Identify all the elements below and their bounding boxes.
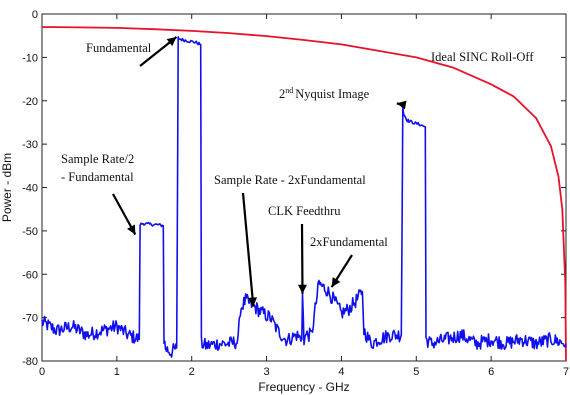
annotation-ideal-sinc: Ideal SINC Roll-Off bbox=[431, 50, 534, 64]
chart-axes: 0 1 2 3 4 5 6 7 0 -10 -20 -30 -40 -50 -60 -70 -80 Frequen… bbox=[0, 9, 569, 394]
y-tick-label: -40 bbox=[22, 183, 38, 195]
annotation-arrow-line bbox=[300, 223, 304, 294]
x-tick-label: 7 bbox=[563, 366, 569, 378]
y-tick-label: -70 bbox=[22, 313, 38, 325]
annotation-arrow-head bbox=[248, 297, 258, 307]
annotation-clk-feedthru: CLK Feedthru bbox=[268, 204, 341, 218]
chart-annotations: Fundamental Ideal SINC Roll-Off 2nd Nyqui… bbox=[61, 41, 534, 249]
annotation-nyquist-prefix: 2 bbox=[279, 87, 285, 101]
x-tick-label: 0 bbox=[39, 366, 45, 378]
annotation-sample-rate-2x: Sample Rate - 2xFundamental bbox=[214, 173, 366, 187]
x-tick-label: 6 bbox=[488, 366, 494, 378]
annotation-arrow-head bbox=[331, 277, 341, 288]
y-tick-label: -10 bbox=[22, 52, 38, 64]
annotation-nyquist-text: Nyquist Image bbox=[295, 87, 369, 101]
y-axis-label: Power - dBm bbox=[0, 153, 14, 222]
x-tick-label: 4 bbox=[338, 366, 344, 378]
sinc-rolloff-line bbox=[41, 26, 567, 362]
x-tick-label: 3 bbox=[264, 366, 270, 378]
annotation-nyquist-image: 2nd Nyquist Image bbox=[279, 86, 370, 101]
x-tick-label: 2 bbox=[189, 366, 195, 378]
y-tick-label: -20 bbox=[22, 96, 38, 108]
chart-series bbox=[41, 26, 567, 362]
y-tick-label: -60 bbox=[22, 269, 38, 281]
annotation-sample-rate-half: Sample Rate/2 bbox=[61, 152, 134, 166]
y-tick-label: -30 bbox=[22, 139, 38, 151]
annotation-2x-fundamental: 2xFundamental bbox=[310, 235, 388, 249]
annotation-fundamental: Fundamental bbox=[86, 41, 152, 55]
x-tick-label: 1 bbox=[114, 366, 120, 378]
annotation-arrow-head bbox=[166, 37, 177, 47]
plot-frame bbox=[41, 13, 567, 362]
y-tick-label: -80 bbox=[22, 356, 38, 368]
x-tick-label: 5 bbox=[413, 366, 419, 378]
y-tick-label: 0 bbox=[32, 9, 38, 21]
annotation-arrows bbox=[112, 36, 407, 307]
spectrum-trace-line bbox=[41, 36, 567, 358]
annotation-arrow-head bbox=[127, 224, 136, 235]
annotation-arrow-head bbox=[297, 284, 307, 294]
x-axis-label: Frequency - GHz bbox=[258, 380, 349, 394]
annotation-minus-fundamental: - Fundamental bbox=[61, 170, 134, 184]
y-tick-label: -50 bbox=[22, 226, 38, 238]
annotation-nyquist-sup: nd bbox=[285, 86, 293, 95]
annotation-arrow-line bbox=[241, 192, 255, 307]
annotation-arrow-head bbox=[396, 100, 407, 110]
